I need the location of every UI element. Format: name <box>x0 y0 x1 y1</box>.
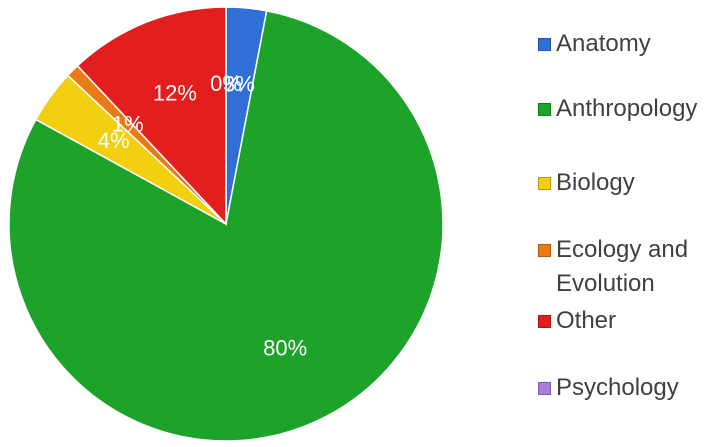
data-label: 4% <box>98 128 130 153</box>
legend-label: Anatomy <box>556 30 651 57</box>
legend-label: Other <box>556 307 617 334</box>
data-label: 12% <box>153 81 197 106</box>
pie-slice <box>76 6 227 226</box>
data-label: 1% <box>112 112 144 137</box>
legend-swatch <box>538 382 551 395</box>
legend-label: Anthropology <box>556 95 698 122</box>
legend-item: Other <box>538 304 721 338</box>
data-label: 0% <box>210 71 242 96</box>
legend-item: Anthropology <box>538 92 721 126</box>
legend-label: Biology <box>556 169 635 196</box>
legend-swatch <box>538 244 551 257</box>
legend-item: Anatomy <box>538 27 721 61</box>
pie-slice <box>8 9 444 442</box>
data-label: 3% <box>223 72 255 97</box>
legend-swatch <box>538 38 551 51</box>
legend-item: Ecology and Evolution <box>538 233 721 301</box>
legend-swatch <box>538 315 551 328</box>
legend-label: Ecology and Evolution <box>556 236 689 297</box>
legend-swatch <box>538 103 551 116</box>
data-label: 80% <box>263 335 307 360</box>
legend-swatch <box>538 177 551 190</box>
legend-item: Biology <box>538 166 721 200</box>
legend: Anatomy Anthropology Biology Ecology and Ev… <box>538 0 725 447</box>
legend-item: Psychology <box>538 371 721 405</box>
legend-label: Psychology <box>556 374 679 401</box>
